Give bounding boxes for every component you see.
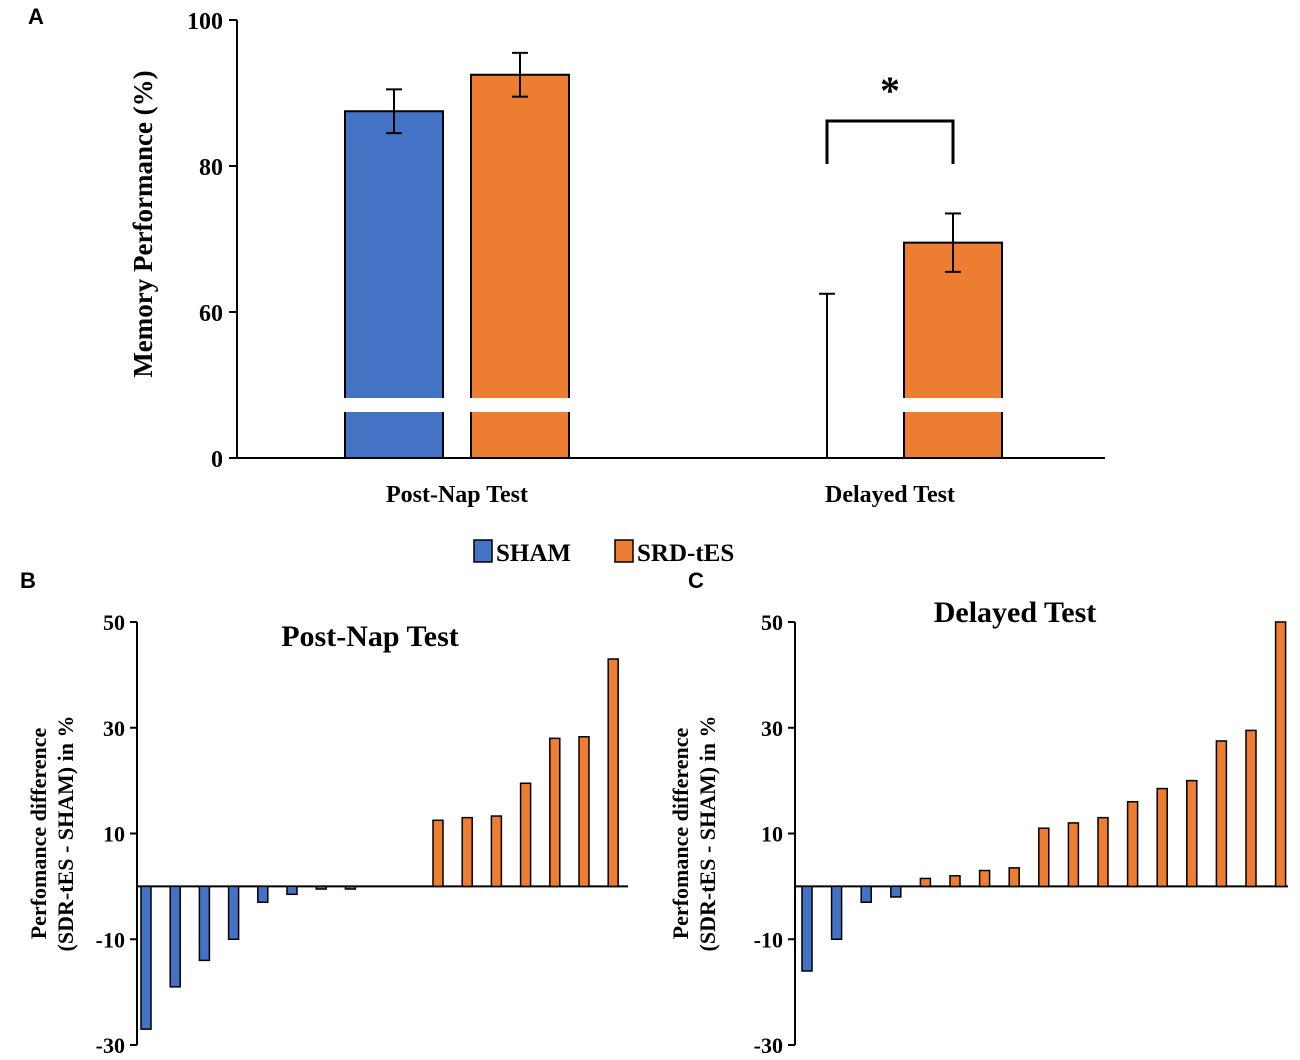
panel-a-y-tick-label: 60 (199, 301, 223, 327)
panel-a-y-tick-label: 0 (211, 447, 223, 473)
panel-c-bar (1274, 621, 1287, 888)
legend: SHAM SRD-tES (473, 539, 734, 567)
panel-a-bar (470, 73, 570, 459)
panel-b-bar (169, 885, 181, 988)
panel-a-category-label: Post-Nap Test (386, 482, 528, 508)
panel-c-bar (1038, 827, 1050, 888)
panel-b-bar (578, 735, 590, 888)
panel-b-bar (461, 816, 473, 888)
panel-b-y-tick-label: 10 (103, 822, 125, 847)
legend-label: SHAM (496, 540, 571, 567)
panel-c-bar (949, 875, 961, 888)
panel-c-bar (801, 885, 813, 972)
panel-c-bar (1097, 816, 1109, 888)
panel-b-bar (257, 885, 269, 903)
panel-a-category-label: Delayed Test (825, 482, 955, 508)
legend-swatch (614, 539, 634, 563)
panel-a-y-tick-label: 80 (199, 155, 223, 181)
panel-c-bar (1215, 740, 1228, 888)
panel-c-bar (978, 869, 991, 888)
panel-c-bar (1156, 787, 1168, 888)
panel-c-bar (1245, 729, 1257, 888)
panel-c-y-tick-label: 30 (761, 716, 783, 741)
panel-b-bar (432, 819, 444, 888)
panel-b-bar (344, 885, 357, 890)
panel-b-bar (315, 885, 327, 890)
legend-swatch (473, 539, 493, 563)
panel-a-bar (903, 241, 1003, 459)
panel-b-y-axis-title-line2: (SDR-tES - SHAM) in % (53, 716, 78, 952)
legend-label: SRD-tES (637, 540, 734, 567)
panel-a-axis-break (901, 398, 1005, 412)
panel-c-y-tick-label: -10 (754, 927, 783, 952)
panel-b-bar (519, 782, 532, 888)
panel-a-chart: 0 60 80 100 Memory Performance (%) Post-Nap T… (128, 9, 1105, 508)
panel-c-y-tick-label: 50 (761, 610, 783, 635)
panel-b-bar (227, 885, 240, 940)
panel-b-bar (286, 885, 298, 896)
panel-c-y-axis-title-line2: (SDR-tES - SHAM) in % (695, 716, 720, 952)
panel-c-bar (1067, 822, 1080, 888)
panel-c-bar (1126, 801, 1139, 888)
panel-c-bar (860, 885, 872, 903)
panel-c-y-tick-label: -30 (754, 1033, 783, 1058)
panel-c-title: Delayed Test (934, 596, 1097, 629)
panel-letter-a: A (28, 4, 44, 29)
panel-c-bar (1186, 779, 1198, 888)
panel-b-bar (198, 885, 211, 962)
panel-a-axis-break (468, 398, 572, 412)
panel-c-bar (919, 877, 932, 888)
panel-b-bar (549, 737, 561, 888)
panel-c-bar (890, 885, 902, 898)
panel-c-bar (830, 885, 843, 940)
panel-a-significance-star: * (880, 68, 900, 113)
panel-c-y-tick-label: 10 (761, 822, 783, 847)
panel-letter-b: B (20, 568, 36, 593)
panel-b-bar (490, 815, 503, 888)
panel-letter-c: C (688, 568, 704, 593)
panel-b-y-axis-title-line1: Perfomance difference (26, 727, 51, 939)
panel-b-y-tick-label: -10 (96, 927, 125, 952)
panel-b-y-tick-label: 50 (103, 610, 125, 635)
panel-c-bar (1008, 867, 1020, 888)
panel-a-significance-bracket (825, 119, 955, 164)
panel-b-chart: -30 -10 10 30 50 Post-Nap Test Perfomance diff… (26, 610, 628, 1058)
panel-a-axis-break (342, 398, 446, 412)
panel-c-y-axis-title-line1: Perfomance difference (668, 727, 693, 939)
panel-b-bar (607, 658, 619, 888)
panel-b-title: Post-Nap Test (281, 620, 459, 653)
panel-a-y-axis-title: Memory Performance (%) (128, 70, 158, 377)
panel-c-chart: -30 -10 10 30 50 Delayed Test Perfomance diffe… (668, 596, 1288, 1058)
panel-b-bar (140, 885, 152, 1030)
panel-b-y-tick-label: 30 (103, 716, 125, 741)
panel-b-y-tick-label: -30 (96, 1033, 125, 1058)
panel-a-y-tick-label: 100 (187, 9, 223, 35)
